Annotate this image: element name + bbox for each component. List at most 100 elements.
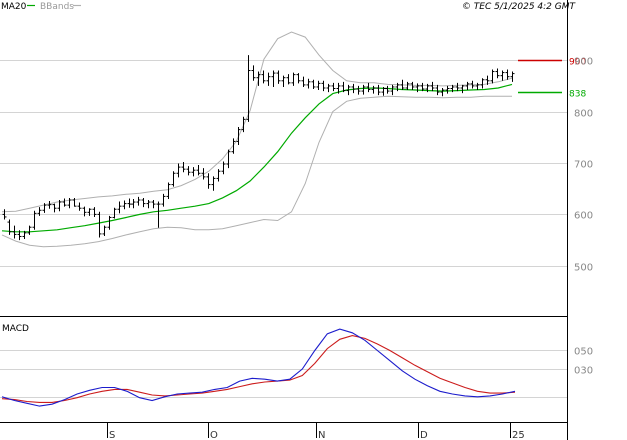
ohlc-bar bbox=[316, 80, 321, 91]
ma20-line bbox=[1, 83, 513, 233]
ohlc-bar bbox=[241, 116, 246, 133]
ohlc-bar bbox=[156, 201, 161, 228]
ohlc-bar bbox=[450, 84, 455, 93]
ohlc-bar bbox=[296, 73, 301, 84]
ohlc-bar bbox=[226, 149, 231, 169]
ohlc-bar bbox=[470, 80, 475, 89]
ohlc-bar bbox=[390, 84, 395, 96]
ohlc-bar bbox=[27, 225, 32, 235]
ohlc-bar bbox=[231, 138, 236, 154]
ohlc-bar bbox=[186, 166, 191, 176]
bband-lower-line bbox=[1, 95, 512, 248]
ohlc-bar bbox=[171, 171, 176, 187]
ohlc-bar bbox=[286, 74, 291, 85]
ohlc-bar bbox=[341, 81, 346, 93]
ohlc-bar bbox=[366, 82, 371, 93]
ohlc-bar bbox=[301, 76, 306, 87]
x-tick-label: S bbox=[109, 430, 115, 440]
macd-tick-label: 030 bbox=[574, 366, 593, 377]
x-tick-label: 25 bbox=[512, 430, 525, 440]
ohlc-bar bbox=[321, 80, 326, 92]
ohlc-bar bbox=[480, 78, 485, 89]
price-gridlines bbox=[0, 60, 567, 267]
ohlc-bar bbox=[206, 173, 211, 189]
ohlc-bar bbox=[400, 79, 405, 91]
ohlc-bar bbox=[32, 210, 37, 230]
ohlc-bar bbox=[381, 86, 386, 96]
ohlc-bar bbox=[331, 82, 336, 92]
ohlc-bar bbox=[356, 85, 361, 95]
ohlc-bar bbox=[311, 79, 316, 90]
ohlc-bar bbox=[52, 203, 57, 213]
ohlc-bar bbox=[445, 85, 450, 94]
ohlc-bar bbox=[460, 84, 465, 94]
ohlc-bar bbox=[201, 168, 206, 180]
level-markers: 900 838 bbox=[518, 58, 586, 100]
bband-upper-line bbox=[1, 31, 513, 213]
legend: MA20 BBands bbox=[1, 2, 81, 12]
ohlc-bar bbox=[271, 70, 276, 87]
ohlc-bar bbox=[42, 203, 47, 213]
ohlc-bar bbox=[425, 83, 430, 93]
ohlc-bar bbox=[500, 70, 505, 81]
ohlc-bar bbox=[505, 69, 510, 80]
ohlc-bar bbox=[191, 167, 196, 177]
price-tick-label: 700 bbox=[574, 160, 593, 171]
ohlc-bar bbox=[440, 87, 445, 97]
ohlc-bar bbox=[151, 199, 156, 209]
ohlc-bar bbox=[67, 197, 72, 209]
ohlc-bar bbox=[176, 163, 181, 178]
ohlc-bar bbox=[181, 161, 186, 173]
ohlc-bar bbox=[221, 161, 226, 175]
ohlc-bar bbox=[122, 200, 127, 210]
ohlc-bar bbox=[266, 72, 271, 86]
ohlc-bar bbox=[261, 70, 266, 84]
ohlc-bar bbox=[57, 199, 62, 212]
ohlc-bar bbox=[385, 85, 390, 94]
ohlc-bar bbox=[82, 206, 87, 217]
macd-gridlines bbox=[0, 350, 567, 398]
ohlc-bar bbox=[131, 198, 136, 209]
macd-line bbox=[1, 328, 516, 407]
ohlc-bar bbox=[246, 55, 251, 122]
x-axis: S O N D 25 bbox=[0, 422, 567, 440]
ohlc-bar bbox=[495, 68, 500, 79]
ohlc-bar bbox=[17, 230, 22, 241]
ohlc-bar bbox=[376, 84, 381, 96]
ohlc-bar bbox=[475, 82, 480, 91]
ohlc-bar bbox=[455, 82, 460, 92]
ohlc-bar bbox=[77, 202, 82, 211]
price-bars bbox=[2, 55, 515, 241]
ohlc-bar bbox=[216, 169, 221, 182]
ohlc-bar bbox=[112, 207, 117, 219]
ohlc-bar bbox=[127, 198, 132, 208]
ohlc-bar bbox=[47, 201, 52, 209]
ohlc-bar bbox=[87, 208, 92, 216]
ohlc-bar bbox=[72, 197, 77, 207]
ohlc-bar bbox=[196, 165, 201, 176]
ohlc-bar bbox=[62, 198, 67, 207]
ohlc-bar bbox=[117, 201, 122, 214]
signal-line bbox=[1, 335, 516, 403]
ohlc-bar bbox=[97, 211, 102, 238]
copyright-text: © TEC 5/1/2025 4:2 GMT bbox=[462, 2, 577, 12]
ohlc-bar bbox=[236, 127, 241, 146]
upper-level-label: 900 bbox=[569, 58, 586, 68]
ohlc-bar bbox=[136, 196, 141, 206]
x-tick-label: D bbox=[420, 430, 428, 440]
ohlc-bar bbox=[256, 71, 261, 86]
ohlc-bar bbox=[166, 182, 171, 199]
ohlc-bar bbox=[22, 230, 27, 240]
ohlc-bar bbox=[326, 83, 331, 93]
x-tick-label: O bbox=[210, 430, 218, 440]
macd-lines bbox=[1, 328, 516, 407]
ohlc-bar bbox=[107, 215, 112, 230]
ohlc-bar bbox=[361, 84, 366, 95]
ohlc-bar bbox=[410, 81, 415, 91]
price-tick-label: 800 bbox=[574, 109, 593, 120]
ohlc-bar bbox=[12, 225, 17, 239]
ma20-path bbox=[1, 83, 513, 233]
ohlc-bar bbox=[415, 83, 420, 93]
legend-ma-label: MA20 bbox=[1, 2, 27, 12]
ohlc-bar bbox=[291, 72, 296, 86]
